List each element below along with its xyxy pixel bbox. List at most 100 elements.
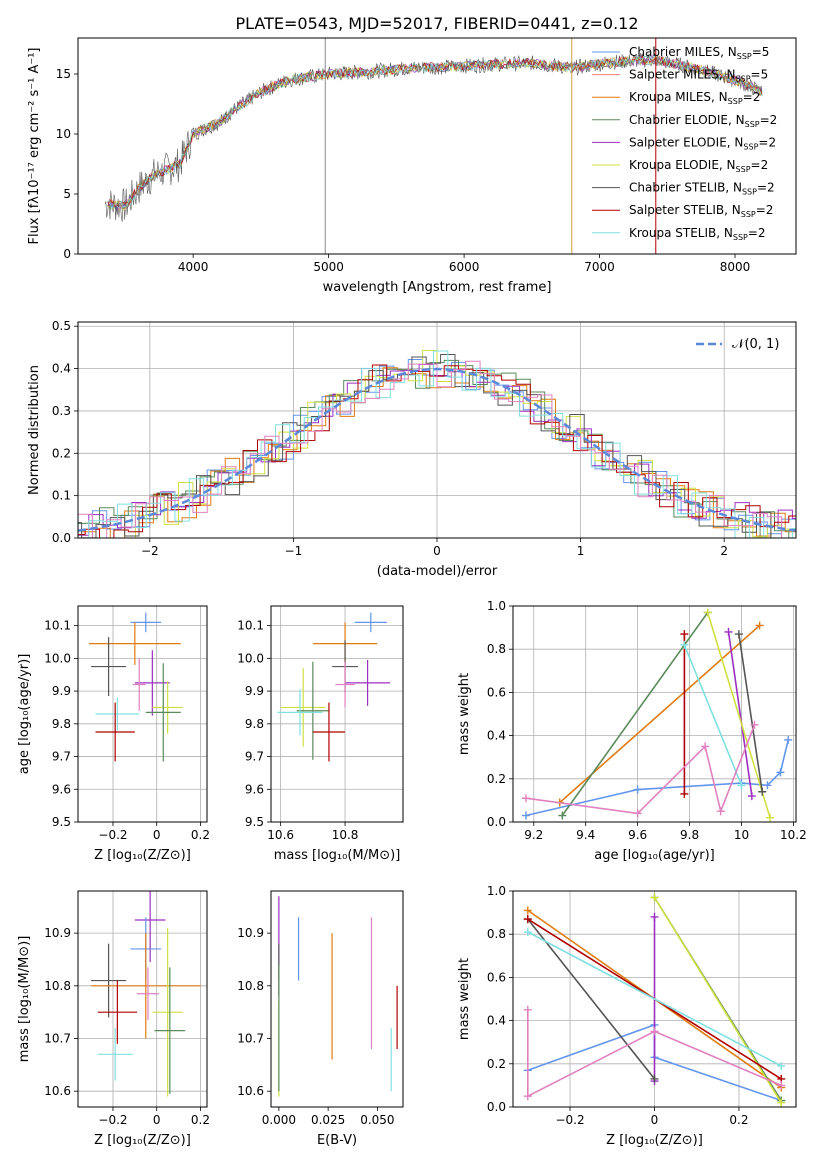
y-tick-label: 9.9 [52, 684, 71, 698]
x-tick-label: 10.2 [780, 828, 807, 842]
y-tick-label: 0.4 [52, 362, 71, 376]
legend-label: Kroupa STELIB, NSSP=2 [629, 226, 766, 242]
legend-label: Salpeter MILES, NSSP=5 [629, 68, 768, 84]
mass-weight-line [525, 739, 789, 817]
y-tick-label: 0.0 [487, 815, 506, 829]
plus-marker [650, 1074, 659, 1083]
mass-weight-line [706, 612, 771, 818]
y-tick-label: 0.8 [487, 927, 506, 941]
y-tick-label: 15 [56, 67, 71, 81]
x-tick-label: −2 [141, 544, 159, 558]
y-tick-label: 0.8 [487, 642, 506, 656]
x-tick-label: 0 [153, 828, 161, 842]
mass-weight-line [561, 612, 709, 816]
mass-weight-line [527, 918, 656, 1080]
plot-area [104, 38, 763, 254]
plus-marker [758, 787, 767, 796]
x-tick-label: 9.6 [628, 828, 647, 842]
mass_vs_EBV-panel: 0.000 0.025 0.050 10.6 10.7 10.8 10.9 E(B-V) [237, 890, 404, 1148]
y-tick-label: 9.6 [245, 782, 264, 796]
y-tick-label: 0.2 [52, 446, 71, 460]
y-tick-label: 10.6 [44, 1084, 71, 1098]
x-tick-label: 0.050 [360, 1113, 394, 1127]
plus-marker [777, 1081, 786, 1090]
x-tick-label: 9.2 [524, 828, 543, 842]
x-tick-label: −0.2 [555, 1113, 584, 1127]
gaussian-reference-line [78, 367, 796, 532]
plus-marker [703, 608, 712, 617]
plot-area [78, 350, 796, 538]
y-tick-label: 0.5 [52, 319, 71, 333]
y-tick-label: 10.7 [237, 1032, 264, 1046]
plus-marker [680, 640, 689, 649]
y-tick-label: 0.4 [487, 1014, 506, 1028]
y-tick-label: 10.0 [44, 651, 71, 665]
x-tick-label: −0.2 [98, 828, 127, 842]
y-axis-label: Flux [fλ10⁻¹⁷ erg cm⁻² s⁻¹ A⁻¹] [27, 48, 42, 245]
y-axis-label: mass weight [457, 673, 472, 755]
y-tick-label: 0.0 [52, 531, 71, 545]
x-axis-label: Z [log₁₀(Z/Z⊙)] [94, 1133, 191, 1148]
x-tick-label: 0.000 [262, 1113, 296, 1127]
plus-marker [633, 809, 642, 818]
plus-marker [523, 906, 532, 915]
y-tick-label: 0.0 [487, 1100, 506, 1114]
plus-marker [521, 811, 530, 820]
axes-frame [270, 605, 404, 823]
y-tick-label: 0.6 [487, 970, 506, 984]
mass-weight-line [738, 633, 763, 792]
plus-marker [776, 768, 785, 777]
y-tick-label: 10.9 [44, 926, 71, 940]
legend-label: Kroupa ELODIE, NSSP=2 [629, 158, 768, 174]
plus-marker [701, 742, 710, 751]
plus-marker [755, 621, 764, 630]
y-tick-label: 9.5 [245, 815, 264, 829]
x-tick-label: 0 [153, 1113, 161, 1127]
x-tick-label: 10.6 [267, 828, 294, 842]
y-tick-label: 9.7 [52, 750, 71, 764]
plus-marker [766, 813, 775, 822]
y-tick-label: 0.6 [487, 685, 506, 699]
y-tick-label: 9.6 [52, 782, 71, 796]
y-tick-label: 1.0 [487, 599, 506, 613]
plus-marker [650, 893, 659, 902]
model-spectrum-line [107, 55, 763, 210]
plus-marker [750, 720, 759, 729]
y-tick-label: 9.8 [245, 717, 264, 731]
x-tick-label: 0 [433, 544, 441, 558]
x-tick-label: 0.025 [311, 1113, 345, 1127]
mass_vs_Z-panel: −0.2 0 0.2 10.6 10.7 10.8 10.9 Z [log₁₀(Z/Z⊙)] m… [17, 890, 210, 1148]
plot-area [521, 608, 793, 822]
plus-marker [724, 627, 733, 636]
residuals-panel: −2 −1 0 1 2 0.0 0.1 0.2 0.3 0.4 0.5 (data-model)/er… [27, 319, 797, 579]
y-tick-label: 9.8 [52, 717, 71, 731]
plus-marker [737, 781, 746, 790]
x-tick-label: 10 [734, 828, 749, 842]
x-axis-label: Z [log₁₀(Z/Z⊙)] [94, 848, 191, 863]
axes-frame [270, 890, 404, 1108]
y-tick-label: 9.7 [245, 750, 264, 764]
plot-area [523, 893, 786, 1107]
plus-marker [523, 1092, 532, 1101]
plus-marker [734, 630, 743, 639]
x-tick-label: 5000 [313, 260, 344, 274]
y-tick-label: 10.1 [237, 619, 264, 633]
x-axis-label: E(B-V) [317, 1133, 357, 1148]
y-tick-label: 10.9 [237, 926, 264, 940]
x-tick-label: 7000 [584, 260, 615, 274]
mass-weight-line [527, 1009, 782, 1098]
plot-area [277, 612, 391, 762]
x-tick-label: 4000 [178, 260, 209, 274]
x-tick-label: 0.2 [191, 1113, 210, 1127]
legend-label: Chabrier MILES, NSSP=5 [629, 45, 769, 61]
y-tick-label: 9.9 [245, 684, 264, 698]
y-tick-label: 5 [63, 187, 71, 201]
plus-marker [680, 789, 689, 798]
axes-frame [77, 37, 797, 255]
y-axis-label: Normed distribution [27, 365, 42, 495]
model-spectrum-line [107, 54, 763, 211]
plus-marker [680, 630, 689, 639]
weight_vs_Z-panel: −0.2 0 0.2 0.0 0.2 0.4 0.6 0.8 1.0 Z [log₁₀(Z/Z⊙)… [457, 884, 797, 1148]
weight_vs_age-panel: 9.2 9.4 9.6 9.8 10 10.2 0.0 0.2 0.4 0.6 0.8 1.0 age … [457, 599, 807, 863]
